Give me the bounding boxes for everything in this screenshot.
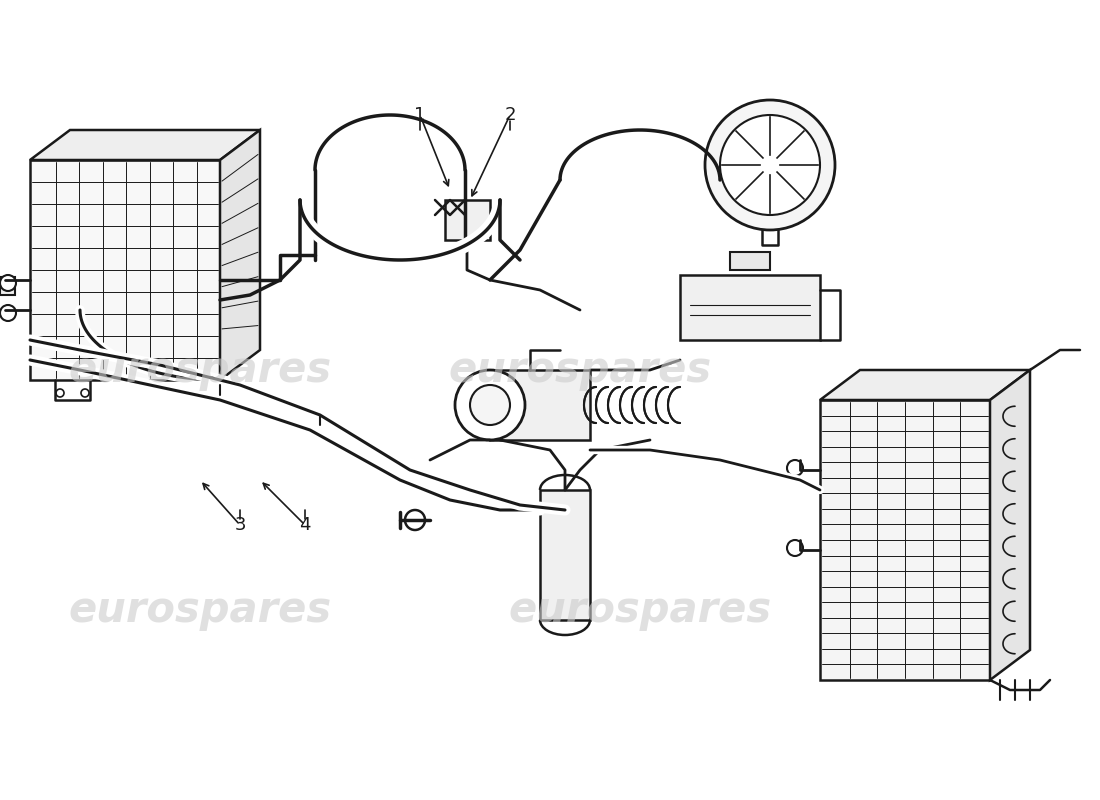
Bar [446, 200, 490, 240]
Bar [490, 370, 590, 440]
Text: 2: 2 [504, 106, 516, 124]
Bar [0, 277, 15, 295]
Text: eurospares: eurospares [68, 349, 331, 391]
Polygon shape [820, 400, 990, 680]
Polygon shape [990, 370, 1030, 680]
Circle shape [0, 275, 16, 291]
Circle shape [470, 385, 510, 425]
Text: 3: 3 [234, 516, 245, 534]
Circle shape [455, 370, 525, 440]
Polygon shape [820, 370, 1030, 400]
Text: 1: 1 [415, 106, 426, 124]
Circle shape [81, 389, 89, 397]
Circle shape [705, 100, 835, 230]
Polygon shape [30, 130, 260, 160]
Circle shape [720, 115, 820, 215]
Bar [730, 252, 770, 270]
Text: 4: 4 [299, 516, 310, 534]
Bar [540, 490, 590, 620]
Circle shape [405, 510, 425, 530]
Text: eurospares: eurospares [449, 349, 712, 391]
Circle shape [56, 389, 64, 397]
Text: eurospares: eurospares [68, 589, 331, 631]
Text: eurospares: eurospares [508, 589, 771, 631]
Polygon shape [220, 130, 260, 380]
Circle shape [786, 540, 803, 556]
Circle shape [0, 305, 16, 321]
Circle shape [786, 460, 803, 476]
Polygon shape [30, 160, 220, 380]
Bar [680, 275, 820, 340]
